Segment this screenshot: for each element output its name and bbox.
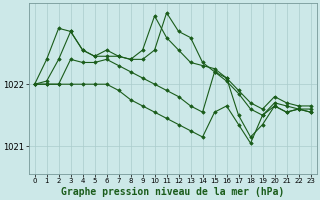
X-axis label: Graphe pression niveau de la mer (hPa): Graphe pression niveau de la mer (hPa): [61, 186, 284, 197]
